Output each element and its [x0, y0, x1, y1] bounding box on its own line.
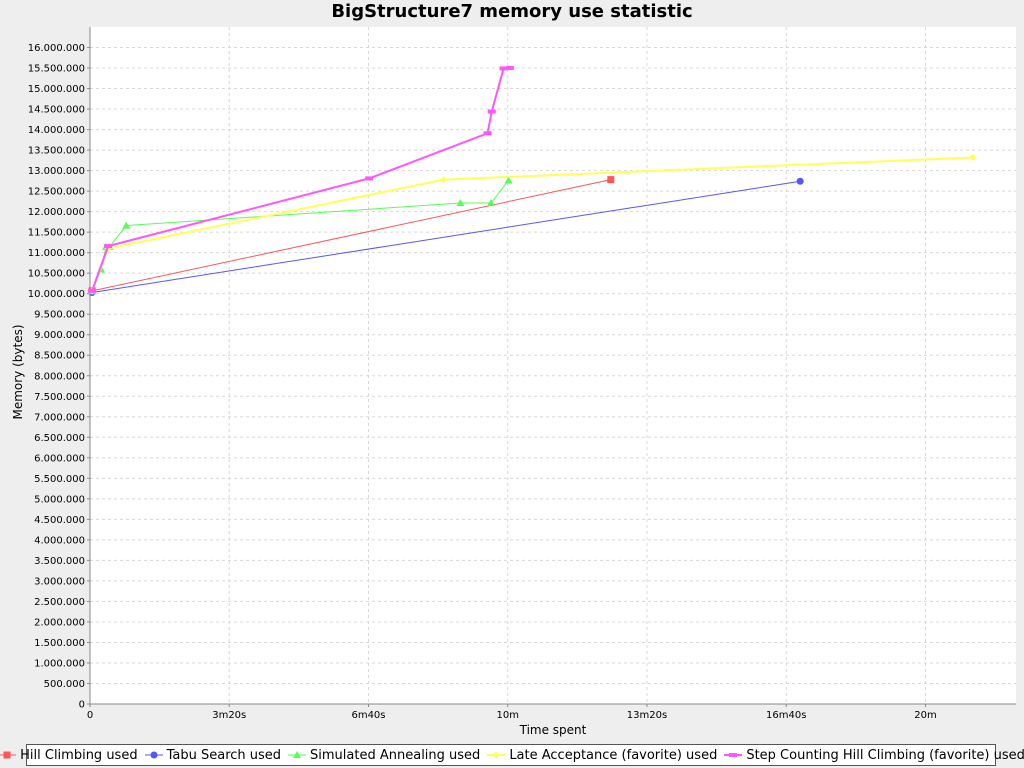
legend-label: Late Acceptance (favorite) used: [509, 747, 718, 763]
y-tick-label: 14.500.000: [28, 105, 85, 116]
x-tick-label: 10m: [497, 710, 519, 721]
legend-label: Hill Climbing used: [20, 747, 138, 763]
y-tick-label: 13.000.000: [28, 166, 85, 177]
legend-swatch-marker: [293, 751, 302, 758]
y-tick-label: 11.000.000: [28, 248, 85, 259]
y-tick-label: 12.000.000: [28, 207, 85, 218]
legend-swatch-marker: [729, 753, 738, 757]
legend-label: Simulated Annealing used: [310, 747, 481, 763]
data-point: [487, 109, 496, 114]
legend-swatch-marker: [3, 751, 11, 759]
y-tick-label: 4.500.000: [34, 515, 85, 526]
x-tick-label: 3m20s: [212, 710, 246, 721]
y-tick-label: 4.000.000: [34, 535, 85, 546]
data-point: [505, 66, 514, 71]
data-point: [365, 176, 374, 181]
legend: Hill Climbing used Tabu Search used Simula…: [0, 744, 1024, 766]
series-line: [92, 180, 801, 293]
data-point: [104, 244, 113, 249]
x-axis-title: Time spent: [519, 723, 587, 737]
y-tick-label: 6.500.000: [34, 433, 85, 444]
legend-swatch-marker: [150, 751, 158, 759]
y-tick-label: 2.500.000: [34, 597, 85, 608]
y-tick-label: 8.500.000: [34, 351, 85, 362]
legend-item: Simulated Annealing used: [287, 748, 480, 763]
y-tick-label: 6.000.000: [34, 453, 85, 464]
series-line: [91, 179, 611, 292]
plot-area: [90, 27, 1016, 704]
legend-item: Late Acceptance (favorite) used: [486, 748, 717, 763]
data-point: [483, 131, 492, 136]
x-tick-label: 16m40s: [766, 710, 806, 721]
legend-swatch: [487, 751, 506, 759]
y-tick-label: 10.000.000: [28, 289, 85, 300]
data-point: [504, 176, 513, 184]
legend-label: Tabu Search used: [166, 747, 282, 763]
data-point: [88, 288, 97, 293]
x-tick-label: 0: [87, 710, 93, 721]
y-tick-label: 7.500.000: [34, 392, 85, 403]
y-tick-label: 0: [79, 700, 85, 711]
data-point: [456, 199, 465, 207]
data-point: [499, 66, 508, 71]
x-tick-label: 20m: [914, 710, 936, 721]
y-tick-label: 500.000: [44, 679, 85, 690]
series-lines: [88, 66, 977, 296]
data-point: [796, 177, 804, 185]
legend-swatch: [144, 751, 163, 759]
legend-item: Tabu Search used: [144, 748, 281, 763]
y-tick-label: 7.000.000: [34, 412, 85, 423]
legend-label: Step Counting Hill Climbing (favorite) u…: [746, 747, 1024, 763]
data-point: [607, 176, 615, 184]
x-tick-label: 13m20s: [627, 710, 667, 721]
legend-swatch: [724, 753, 743, 757]
y-tick-label: 1.000.000: [34, 658, 85, 669]
y-tick-label: 12.500.000: [28, 187, 85, 198]
y-tick-label: 9.500.000: [34, 310, 85, 321]
y-tick-label: 1.500.000: [34, 638, 85, 649]
data-point: [487, 199, 496, 207]
y-tick-label: 9.000.000: [34, 330, 85, 341]
data-point: [969, 153, 977, 161]
grid-lines: [90, 27, 1016, 704]
y-tick-label: 3.000.000: [34, 576, 85, 587]
data-point: [440, 176, 448, 184]
legend-swatch: [288, 751, 307, 758]
series-5: [88, 66, 514, 293]
data-point: [122, 221, 131, 229]
legend-swatch-marker: [492, 751, 500, 759]
y-tick-label: 15.000.000: [28, 84, 85, 95]
legend-item: Step Counting Hill Climbing (favorite) u…: [723, 748, 1024, 763]
y-tick-label: 8.000.000: [34, 371, 85, 382]
y-tick-label: 16.000.000: [28, 43, 85, 54]
y-tick-label: 5.000.000: [34, 494, 85, 505]
y-tick-label: 11.500.000: [28, 228, 85, 239]
y-tick-label: 5.500.000: [34, 474, 85, 485]
y-tick-label: 3.500.000: [34, 556, 85, 567]
y-tick-label: 2.000.000: [34, 617, 85, 628]
axes: 0 500.000 1.000.000 1.500.000 2.000.000 2.500…: [28, 27, 1016, 721]
y-tick-label: 15.500.000: [28, 64, 85, 75]
y-tick-label: 14.000.000: [28, 125, 85, 136]
legend-swatch: [0, 751, 17, 759]
legend-item: Hill Climbing used: [0, 748, 138, 763]
x-tick-label: 6m40s: [351, 710, 385, 721]
y-tick-label: 13.500.000: [28, 146, 85, 157]
y-axis-title: Memory (bytes): [11, 324, 25, 419]
chart-title: BigStructure7 memory use statistic: [331, 1, 693, 22]
y-tick-label: 10.500.000: [28, 269, 85, 280]
